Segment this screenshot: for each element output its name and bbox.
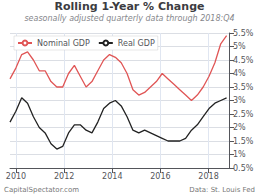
- svg-text:4%: 4%: [233, 69, 246, 78]
- svg-text:5%: 5%: [233, 42, 246, 51]
- svg-text:5.5%: 5.5%: [233, 29, 254, 38]
- svg-text:2016: 2016: [150, 172, 170, 181]
- svg-text:Real GDP: Real GDP: [118, 39, 155, 48]
- svg-text:2014: 2014: [102, 172, 122, 181]
- svg-text:Rolling 1-Year % Change: Rolling 1-Year % Change: [55, 0, 205, 13]
- svg-text:4.5%: 4.5%: [233, 56, 254, 65]
- svg-text:0.5%: 0.5%: [233, 164, 254, 173]
- svg-text:3%: 3%: [233, 96, 246, 105]
- svg-text:2%: 2%: [233, 123, 246, 132]
- svg-text:1%: 1%: [233, 150, 246, 159]
- svg-text:Data: St. Louis Fed: Data: St. Louis Fed: [189, 186, 255, 194]
- svg-text:seasonally adjusted quarterly: seasonally adjusted quarterly data throu…: [24, 14, 234, 23]
- svg-text:2018: 2018: [198, 172, 218, 181]
- svg-text:Nominal GDP: Nominal GDP: [37, 39, 90, 48]
- svg-text:1.5%: 1.5%: [233, 137, 254, 146]
- svg-text:2010: 2010: [6, 172, 26, 181]
- svg-text:2012: 2012: [54, 172, 74, 181]
- svg-text:3.5%: 3.5%: [233, 83, 254, 92]
- svg-text:2.5%: 2.5%: [233, 110, 254, 119]
- svg-text:CapitalSpectator.com: CapitalSpectator.com: [4, 186, 79, 194]
